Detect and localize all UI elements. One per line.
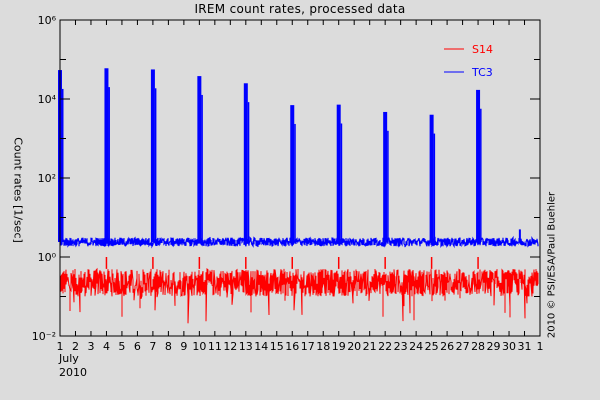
chart-title: IREM count rates, processed data: [194, 2, 406, 16]
x-tick-label: 9: [180, 340, 187, 353]
tc3-peak: [290, 105, 295, 242]
x-tick-label: 23: [394, 340, 408, 353]
x-tick-label: 3: [87, 340, 94, 353]
tc3-peak: [476, 89, 481, 242]
y-tick-label: 10⁴: [38, 93, 57, 106]
y-tick-label: 10⁰: [38, 251, 57, 264]
tc3-peak: [429, 114, 434, 242]
x-tick-label: 10: [192, 340, 206, 353]
y-tick-label: 10²: [38, 172, 56, 185]
x-tick-label: 2: [72, 340, 79, 353]
x-axis-year-label: 2010: [59, 366, 87, 379]
y-tick-label: 10⁶: [38, 14, 57, 27]
x-tick-label: 15: [270, 340, 284, 353]
x-tick-label: 21: [363, 340, 377, 353]
x-axis-month-label: July: [59, 352, 79, 365]
tc3-peak: [383, 111, 388, 242]
legend-label-s14: S14: [472, 43, 493, 56]
x-tick-label: 29: [487, 340, 501, 353]
x-tick-label: 14: [254, 340, 268, 353]
y-axis: 10⁶ 10⁴ 10² 10⁰ 10⁻²: [32, 14, 540, 343]
x-tick-label: 12: [223, 340, 237, 353]
plot-area: [58, 68, 539, 324]
legend: S14 TC3: [444, 43, 493, 79]
tc3-peak: [150, 69, 155, 242]
x-tick-label: 25: [425, 340, 439, 353]
x-tick-label: 16: [285, 340, 299, 353]
x-tick-label: 1: [537, 340, 544, 353]
legend-label-tc3: TC3: [471, 66, 493, 79]
x-tick-label: 7: [149, 340, 156, 353]
x-tick-label: 4: [103, 340, 110, 353]
x-tick-label: 20: [347, 340, 361, 353]
x-tick-label: 17: [301, 340, 315, 353]
tc3-peak: [336, 104, 341, 242]
series-s14: [59, 267, 539, 324]
x-tick-label: 28: [471, 340, 485, 353]
x-tick-label: 24: [409, 340, 423, 353]
y-axis-label: Count rates [1/sec]: [11, 137, 25, 243]
x-tick-label: 13: [239, 340, 253, 353]
x-tick-label: 30: [502, 340, 516, 353]
x-tick-label: 11: [208, 340, 222, 353]
x-tick-label: 31: [518, 340, 532, 353]
tc3-peak: [104, 68, 109, 242]
x-tick-label: 26: [440, 340, 454, 353]
x-tick-label: 5: [118, 340, 125, 353]
y-tick-label: 10⁻²: [32, 330, 56, 343]
credit-text: 2010 © PSI/ESA/Paul Buehler: [546, 191, 558, 339]
tc3-peak: [518, 229, 521, 242]
x-tick-label: 6: [134, 340, 141, 353]
x-tick-label: 1: [57, 340, 64, 353]
x-tick-label: 27: [456, 340, 470, 353]
x-axis: 1 2 3 4 5 6 7 8 9 10 11 12 13 14 15 16 17 18 19 20 21 22 23 24 2…: [57, 20, 544, 353]
tc3-peak: [243, 83, 248, 242]
series-tc3: [59, 235, 539, 249]
tc3-peak: [197, 76, 202, 242]
x-tick-label: 22: [378, 340, 392, 353]
x-tick-label: 18: [316, 340, 330, 353]
x-tick-label: 19: [332, 340, 346, 353]
x-tick-label: 8: [165, 340, 172, 353]
